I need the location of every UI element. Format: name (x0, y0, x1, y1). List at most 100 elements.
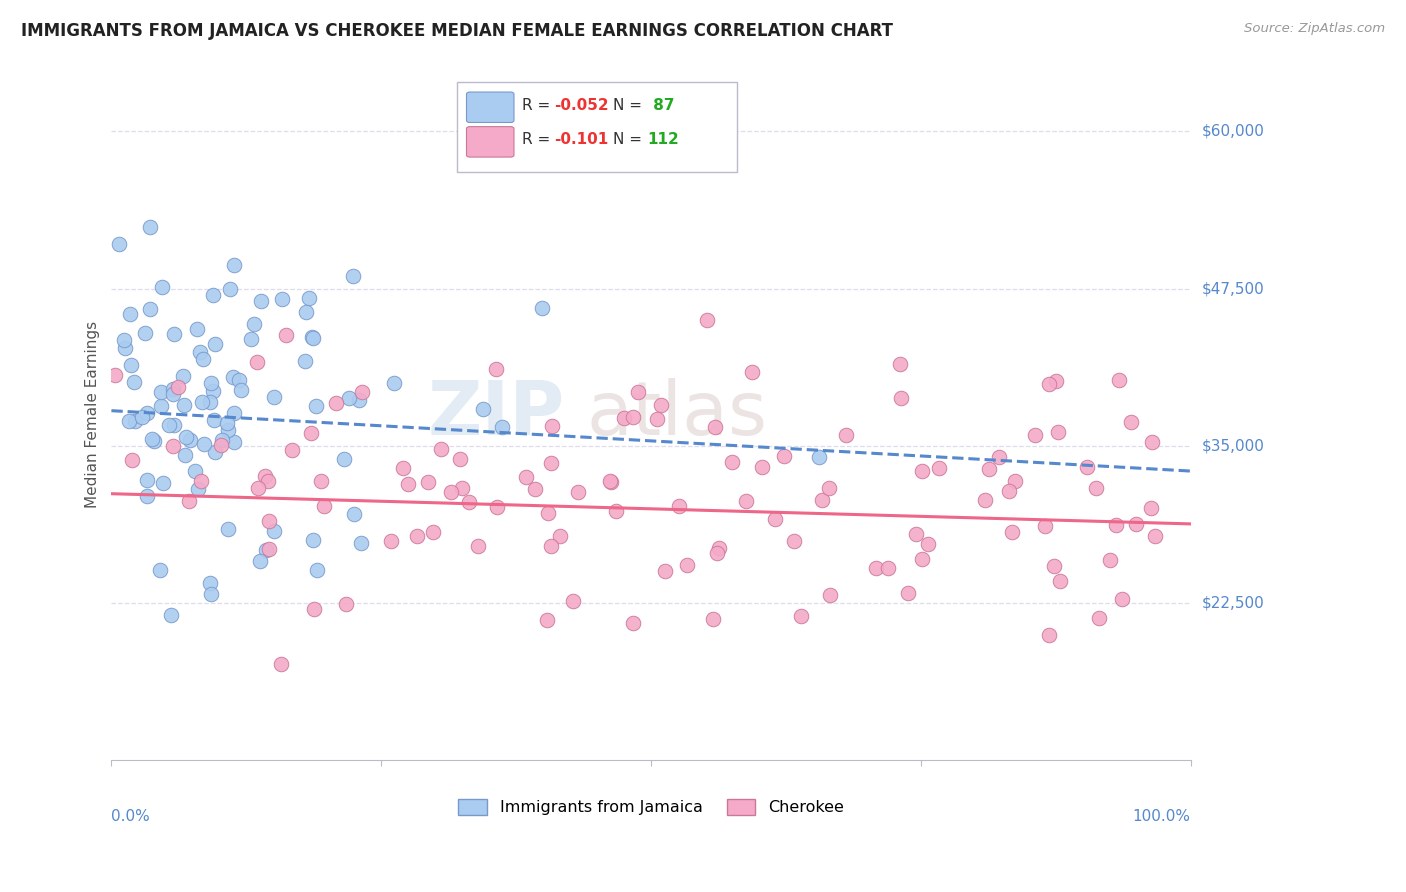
Point (707, 541, 730, 555)
Point (263, 524, 285, 538)
Point (301, 426, 323, 441)
Point (193, 351, 215, 366)
Point (818, 588, 841, 602)
Point (1084, 481, 1107, 495)
Point (599, 474, 621, 488)
Point (229, 383, 252, 397)
Point (200, 395, 222, 409)
Point (141, 432, 163, 446)
Point (249, 553, 271, 567)
Point (335, 598, 357, 612)
Point (911, 463, 934, 477)
Text: ZIP: ZIP (427, 378, 565, 451)
Point (835, 428, 858, 442)
Point (654, 564, 676, 578)
Point (307, 563, 329, 577)
Point (124, 376, 146, 390)
Point (271, 293, 294, 307)
Point (721, 455, 744, 469)
Point (430, 442, 453, 457)
Point (134, 326, 156, 340)
Point (142, 434, 165, 449)
Point (449, 452, 471, 467)
Point (783, 534, 806, 549)
Text: 112: 112 (648, 132, 679, 147)
Text: N =: N = (613, 132, 647, 147)
Point (650, 398, 672, 412)
Point (600, 475, 623, 490)
Point (274, 328, 297, 343)
Point (121, 452, 143, 467)
Y-axis label: Median Female Earnings: Median Female Earnings (86, 321, 100, 508)
Point (877, 560, 900, 574)
Point (302, 601, 325, 615)
Point (626, 384, 648, 399)
Point (201, 384, 224, 399)
Point (540, 539, 562, 553)
Point (890, 391, 912, 405)
Point (751, 460, 773, 475)
Point (301, 330, 323, 344)
Point (416, 475, 439, 489)
Point (1001, 524, 1024, 539)
Point (1143, 529, 1166, 543)
Point (1140, 501, 1163, 516)
Text: 87: 87 (648, 98, 675, 112)
Point (343, 507, 366, 521)
Text: 100.0%: 100.0% (1133, 809, 1191, 824)
Point (1140, 434, 1163, 449)
Point (1119, 415, 1142, 429)
Point (211, 433, 233, 447)
Point (190, 475, 212, 489)
Point (204, 337, 226, 351)
Point (200, 575, 222, 590)
Point (451, 481, 474, 495)
Point (187, 482, 209, 496)
Point (486, 500, 509, 514)
Point (325, 396, 347, 410)
Point (222, 406, 245, 420)
FancyBboxPatch shape (467, 92, 515, 122)
Point (118, 413, 141, 427)
Point (124, 414, 146, 428)
Point (302, 331, 325, 345)
Point (104, 368, 127, 382)
Point (179, 493, 201, 508)
Point (149, 399, 172, 413)
Point (333, 452, 356, 467)
Point (811, 492, 834, 507)
Point (173, 398, 195, 412)
Point (254, 543, 277, 558)
Point (471, 401, 494, 416)
Point (107, 236, 129, 251)
Point (1038, 628, 1060, 642)
Point (536, 613, 558, 627)
Point (249, 293, 271, 308)
Point (150, 280, 173, 294)
Point (440, 485, 463, 500)
Point (741, 365, 763, 379)
Point (396, 476, 419, 491)
Point (790, 608, 813, 623)
Point (910, 552, 932, 566)
Point (152, 475, 174, 490)
Point (162, 383, 184, 397)
Text: $35,000: $35,000 (1202, 438, 1264, 453)
Point (201, 287, 224, 301)
Point (131, 409, 153, 424)
Point (491, 420, 513, 434)
Text: N =: N = (613, 98, 647, 112)
Point (865, 561, 887, 575)
Text: atlas: atlas (586, 378, 768, 451)
Point (120, 358, 142, 372)
Point (215, 416, 238, 430)
Point (342, 268, 364, 283)
Point (422, 525, 444, 540)
Point (1033, 519, 1056, 533)
Point (350, 536, 373, 550)
Point (530, 301, 553, 315)
Point (337, 392, 360, 406)
Point (304, 399, 326, 413)
Point (242, 318, 264, 332)
Point (974, 492, 997, 507)
